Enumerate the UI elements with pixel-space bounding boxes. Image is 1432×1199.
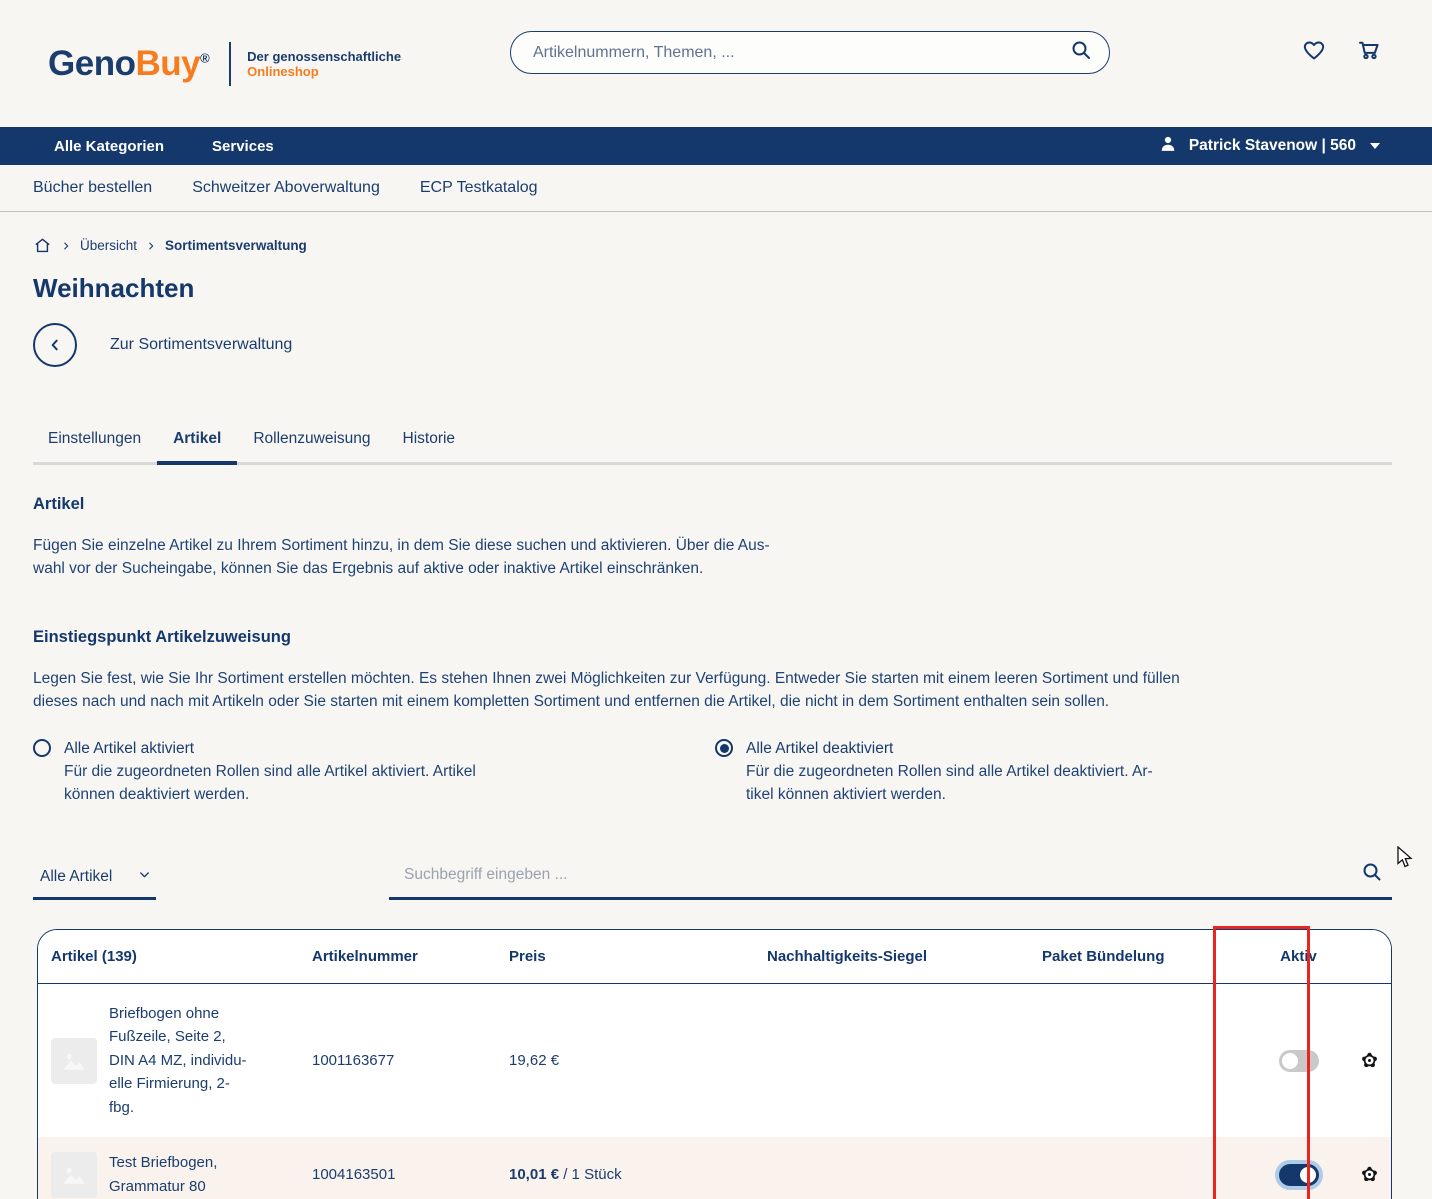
wishlist-heart-icon[interactable] — [1300, 36, 1328, 63]
settings-gear-icon[interactable] — [1359, 1050, 1380, 1071]
product-number: 1001163677 — [312, 1052, 395, 1069]
breadcrumb-sortimentsverwaltung[interactable]: Sortimentsverwaltung — [165, 238, 307, 253]
tagline-line1: Der genossenschaftliche — [247, 48, 402, 64]
table-row: Briefbogen ohne Fußzeile, Seite 2, DIN A… — [38, 984, 1391, 1137]
settings-gear-icon[interactable] — [1359, 1164, 1380, 1185]
tab-artikel[interactable]: Artikel — [156, 430, 238, 465]
subnav-item-ecp-testkatalog[interactable]: ECP Testkatalog — [419, 179, 538, 196]
column-header-artikelnummer: Artikelnummer — [312, 948, 418, 965]
nav-item-alle-kategorien[interactable]: Alle Kategorien — [54, 137, 165, 155]
main-navbar: Alle Kategorien Services Patrick Staveno… — [0, 127, 1432, 165]
article-filter-row: Alle Artikel — [33, 854, 1392, 900]
article-filter-dropdown[interactable]: Alle Artikel — [33, 861, 156, 900]
tagline-line2: Onlineshop — [247, 63, 319, 79]
column-header-aktiv: Aktiv — [1280, 948, 1317, 965]
user-icon — [1157, 133, 1179, 160]
column-header-preis: Preis — [509, 948, 546, 965]
product-name: Briefbogen ohne Fußzeile, Seite 2, DIN A… — [109, 1004, 247, 1116]
cart-icon[interactable] — [1354, 36, 1384, 63]
section-artikel-heading: Artikel — [33, 495, 85, 513]
radio-selected-icon[interactable] — [715, 739, 733, 757]
page-title: Weihnachten — [33, 273, 195, 303]
subnav-item-schweitzer-aboverwaltung[interactable]: Schweitzer Aboverwaltung — [192, 179, 380, 196]
radio-description: Für die zugeordneten Rollen sind alle Ar… — [746, 763, 1153, 803]
column-header-nachhaltigkeits-siegel: Nachhaltigkeits-Siegel — [767, 948, 928, 965]
radio-label: Alle Artikel deaktiviert — [746, 740, 894, 757]
tab-rollenzuweisung[interactable]: Rollenzuweisung — [253, 430, 371, 447]
radio-label: Alle Artikel aktiviert — [64, 740, 195, 757]
back-button-label: Zur Sortimentsverwaltung — [110, 336, 293, 353]
breadcrumb-separator-icon — [61, 241, 71, 251]
page-content: Übersicht Sortimentsverwaltung Weihnacht… — [0, 236, 1432, 1199]
table-row: Test Briefbogen, Grammatur 80 1004163501… — [38, 1137, 1391, 1199]
section-artikel-body: Fügen Sie einzelne Artikel zu Ihrem Sort… — [33, 537, 770, 577]
brand-wordmark: GenoBuy® — [48, 43, 210, 84]
product-price: 19,62 € — [509, 1052, 560, 1069]
subnav-item-buecher-bestellen[interactable]: Bücher bestellen — [33, 179, 153, 196]
chevron-down-icon — [1370, 143, 1380, 149]
radio-description: Für die zugeordneten Rollen sind alle Ar… — [64, 763, 476, 803]
brand-tagline: Der genossenschaftliche Onlineshop — [247, 49, 401, 79]
tab-historie[interactable]: Historie — [402, 430, 456, 447]
product-image-placeholder — [51, 1037, 97, 1084]
search-icon[interactable] — [1360, 860, 1384, 889]
brand-name-secondary: Buy — [135, 43, 201, 83]
aktiv-toggle-on[interactable] — [1278, 1163, 1319, 1186]
brand-logo[interactable]: GenoBuy® Der genossenschaftliche Onlines… — [48, 41, 401, 86]
breadcrumb-uebersicht[interactable]: Übersicht — [80, 238, 138, 253]
product-price: 10,01 € — [509, 1166, 560, 1183]
back-to-sortimentsverwaltung[interactable]: Zur Sortimentsverwaltung — [33, 323, 1392, 367]
product-image-placeholder — [51, 1151, 97, 1198]
breadcrumb: Übersicht Sortimentsverwaltung — [33, 236, 1392, 255]
app-header: GenoBuy® Der genossenschaftliche Onlines… — [0, 0, 1432, 127]
back-button[interactable] — [33, 323, 77, 367]
aktiv-toggle-off[interactable] — [1278, 1049, 1319, 1072]
user-name-label: Patrick Stavenow | 560 — [1188, 137, 1356, 154]
article-table-wrap: Artikel (139) Artikelnummer Preis Nachha… — [37, 926, 1392, 1199]
radio-unselected-icon[interactable] — [33, 739, 51, 757]
column-header-artikel: Artikel (139) — [51, 948, 137, 965]
home-icon[interactable] — [33, 236, 52, 255]
column-header-paket-buendelung: Paket Bündelung — [1042, 948, 1165, 965]
user-menu[interactable]: Patrick Stavenow | 560 — [1157, 127, 1380, 165]
section-einstiegspunkt-heading: Einstiegspunkt Artikelzuweisung — [33, 628, 291, 646]
article-search-input[interactable] — [404, 865, 1360, 884]
dropdown-selected-value: Alle Artikel — [40, 868, 113, 885]
product-name: Test Briefbogen, Grammatur 80 — [109, 1154, 218, 1195]
logo-divider — [229, 41, 232, 86]
registered-mark: ® — [200, 49, 210, 65]
brand-name-primary: Geno — [48, 43, 136, 83]
table-header-row: Artikel (139) Artikelnummer Preis Nachha… — [38, 930, 1391, 984]
mouse-cursor — [1397, 845, 1414, 874]
breadcrumb-separator-icon — [146, 241, 156, 251]
tab-bar: Einstellungen Artikel Rollenzuweisung Hi… — [33, 430, 1392, 465]
radio-alle-artikel-deaktiviert[interactable]: Alle Artikel deaktiviert Für die zugeord… — [715, 737, 1392, 806]
global-search-input[interactable] — [533, 43, 1069, 62]
article-table: Artikel (139) Artikelnummer Preis Nachha… — [37, 929, 1392, 1199]
radio-alle-artikel-aktiviert[interactable]: Alle Artikel aktiviert Für die zugeordne… — [33, 737, 715, 806]
nav-item-services[interactable]: Services — [212, 137, 274, 155]
tab-einstellungen[interactable]: Einstellungen — [48, 430, 142, 447]
product-price-unit: / 1 Stück — [563, 1166, 622, 1183]
secondary-navbar: Bücher bestellen Schweitzer Aboverwaltun… — [0, 165, 1432, 212]
chevron-down-icon — [137, 867, 152, 887]
section-einstiegspunkt-body: Legen Sie fest, wie Sie Ihr Sortiment er… — [33, 670, 1180, 710]
entry-point-options: Alle Artikel aktiviert Für die zugeordne… — [33, 737, 1392, 806]
product-number: 1004163501 — [312, 1166, 396, 1183]
global-search — [510, 31, 1110, 74]
article-search — [389, 854, 1392, 900]
search-icon[interactable] — [1069, 38, 1093, 67]
